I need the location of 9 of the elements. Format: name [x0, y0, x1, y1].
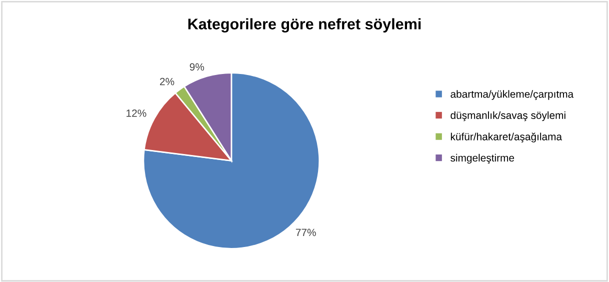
- data-label: 9%: [190, 63, 204, 71]
- legend-label: simgeleştirme: [450, 154, 514, 164]
- data-label: 12%: [126, 110, 146, 117]
- legend-label: düşmanlık/savaş söylemi: [450, 111, 566, 122]
- data-label: 77%: [296, 228, 316, 236]
- data-label: 2%: [160, 78, 174, 86]
- chart-title: Kategorilere göre nefret söylemi: [188, 18, 421, 33]
- legend-label: abartma/yükleme/çarpıtma: [450, 90, 574, 100]
- legend-label: küfür/hakaret/aşağılama: [450, 132, 562, 142]
